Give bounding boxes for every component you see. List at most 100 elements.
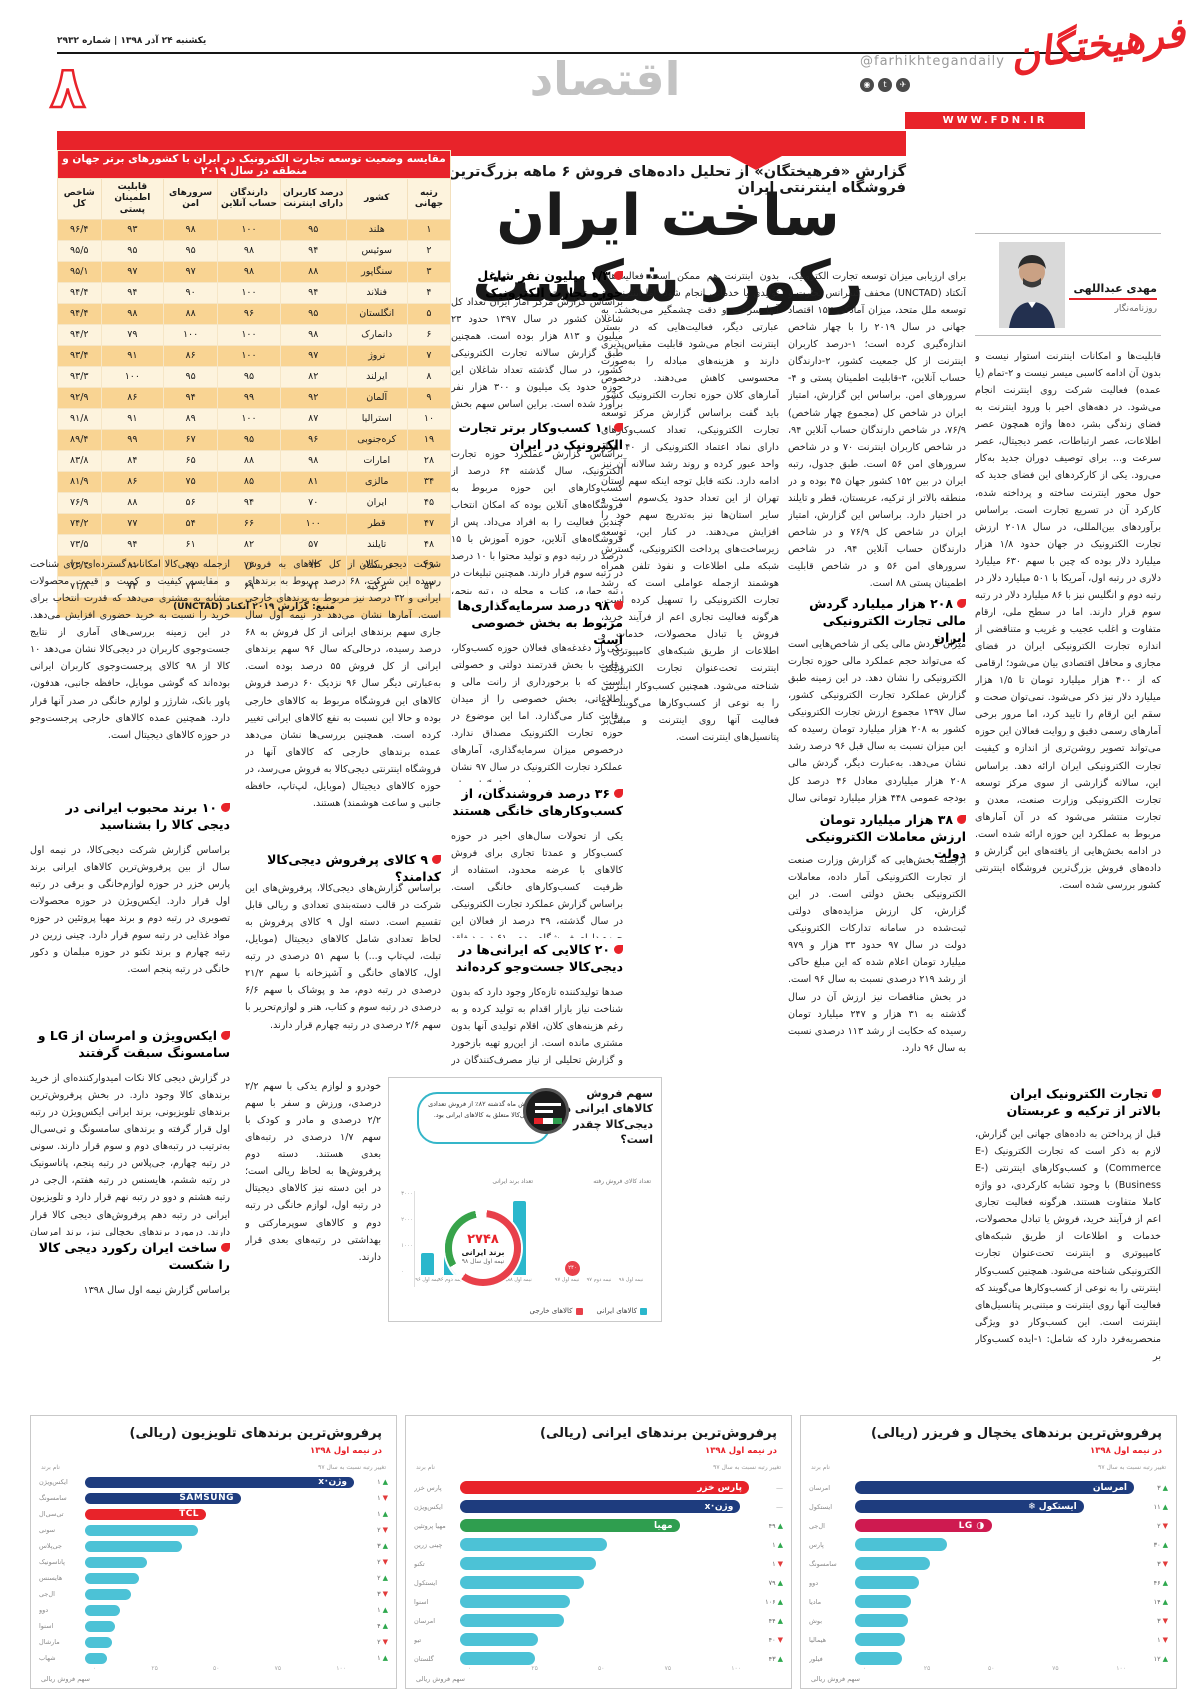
rank-change-icon <box>383 1606 388 1614</box>
tv-bar-row: ال‌جی ۳ <box>39 1586 388 1602</box>
table-title: مقایسه وضعیت توسعه تجارت الکترونیک در ای… <box>57 150 451 179</box>
tv-bar-row: مارشال ۲ <box>39 1634 388 1650</box>
subhead-10-business: ۱۰ کسب‌وکار برتر تجارت الکترونیک در ایرا… <box>458 420 623 452</box>
rank-change-icon <box>1163 1560 1168 1568</box>
subhead-10-brand: ۱۰ برند محبوب ایرانی در دیجی کالا را بشن… <box>65 800 230 832</box>
rank-change-icon <box>1163 1655 1168 1663</box>
brand-donut: ۲۷۴۸ برند ایرانی نیمه اول سال ۹۸ <box>445 1210 521 1286</box>
red-bullet-icon <box>221 803 230 812</box>
table-row: ۱۰ استرالیا ۸۷ ۱۰۰ ۸۹ ۹۱ ۹۱/۸ <box>57 407 452 430</box>
red-bullet-icon <box>614 423 623 432</box>
table-row: ۵ انگلستان ۹۵ ۹۶ ۸۸ ۹۸ ۹۴/۴ <box>57 302 452 325</box>
brand-logo-chip: امرسان <box>1092 1482 1127 1493</box>
table-row: ۱ هلند ۹۵ ۱۰۰ ۹۸ ۹۳ ۹۶/۴ <box>57 218 452 241</box>
red-bullet-icon <box>957 815 966 824</box>
rank-change-icon <box>1163 1598 1168 1606</box>
article-col-d-body4: یکی از تحولات سال‌های اخیر در حوزه کسب‌و… <box>451 831 623 938</box>
subhead-20-kala: ۲۰ کالایی که ایرانی‌ها در دیجی‌کالا جست‌… <box>455 942 623 974</box>
kicker-notch <box>730 156 782 170</box>
table-row: ۲۸ امارات ۹۸ ۸۸ ۶۵ ۸۴ ۸۳/۸ <box>57 449 452 472</box>
brand-count-axis-label: تعداد برند ایرانی <box>492 1178 533 1185</box>
telegram-icon: ✈ <box>896 78 910 92</box>
rank-change-icon <box>776 1503 783 1511</box>
table-row: ۶ دانمارک ۹۸ ۱۰۰ ۱۰۰ ۷۹ ۹۴/۲ <box>57 323 452 346</box>
subhead-sakht-iran-record: ساخت ایران رکورد دیجی کالا را شکست <box>38 1240 230 1272</box>
count-badge: ۲۴۰ <box>565 1261 580 1276</box>
sakht-iran-seal-icon <box>523 1088 569 1134</box>
article-col-d-body2: براساس گزارش عملکرد حوزه تجارت الکترونیک… <box>451 449 623 594</box>
tv-bar-row: جی‌پلاس ۳ <box>39 1538 388 1554</box>
article-col-a-body1: قابلیت‌ها و امکانات اینترنت استوار نیست … <box>975 351 1161 891</box>
tv-bar-row: هایسنس ۲ <box>39 1570 388 1586</box>
iranian-bar-row: پارس خزر پارس خزر <box>414 1478 783 1497</box>
page-number: ۸ <box>49 53 87 121</box>
table-row: ۴ فنلاند ۹۴ ۱۰۰ ۹۰ ۹۴ ۹۴/۴ <box>57 281 452 304</box>
rank-change-icon <box>383 1638 388 1646</box>
article-col-d-body5: صدها تولیدکننده تازه‌کار وجود دارد که بد… <box>451 987 623 1067</box>
iranian-bar-row: گلستان ۴۳ <box>414 1649 783 1668</box>
rank-change-icon <box>778 1522 783 1530</box>
subhead-13-million: ۱/۳ میلیون نفر شاغل حوزه تجارت الکترونیک <box>477 268 623 300</box>
table-row: ۸ ایرلند ۸۲ ۹۵ ۹۵ ۱۰۰ ۹۳/۳ <box>57 365 452 388</box>
brand-logo-chip: x·وژن <box>318 1477 347 1487</box>
rank-change-icon <box>383 1494 388 1502</box>
fridge-bar-row: ایستکول ❄ ایستکول ۱۱ <box>809 1497 1168 1516</box>
table-row: ۲ سوئیس ۹۴ ۹۸ ۹۵ ۹۵ ۹۵/۵ <box>57 239 452 262</box>
tv-bar-row: اسنوا ۴ <box>39 1618 388 1634</box>
article-col-c-body: بدون اینترنت هم ممکن است فعالیت‌های تولی… <box>601 271 779 743</box>
table-source: منبع: گزارش ۲۰۱۹ آنکتاد (UNCTAD) <box>57 596 451 618</box>
ecommerce-comparison-table: مقایسه وضعیت توسعه تجارت الکترونیک در ای… <box>57 150 452 618</box>
donut-label: برند ایرانی <box>461 1247 505 1257</box>
article-col-e-body3: خودرو و لوازم یدکی با سهم ۲/۲ درصدی، ورز… <box>245 1081 381 1263</box>
article-col-f-body3: در گزارش دیجی کالا نکات امیدوارکننده‌ای … <box>30 1073 230 1236</box>
rank-change-icon <box>1163 1617 1168 1625</box>
article-col-f-body4: براساس گزارش نیمه اول سال ۱۳۹۸ <box>83 1285 230 1296</box>
iranian-bar-row: مهیا پروتئین مهیا ۴۹ <box>414 1516 783 1535</box>
instagram-icon: ◉ <box>860 78 874 92</box>
author-role: روزنامه‌نگار <box>1114 304 1158 314</box>
iranian-bar-row: اسنوا ۱۰۶ <box>414 1592 783 1611</box>
tv-brands-chart: پرفروش‌ترین برندهای تلویزیون (ریالی) در … <box>30 1415 397 1689</box>
fridge-bar-row: امرسان امرسان ۳ <box>809 1478 1168 1497</box>
red-bullet-icon <box>614 945 623 954</box>
fridge-bar-row: مادیا ۱۴ <box>809 1592 1168 1611</box>
iranian-chart-subtitle: در نیمه اول ۱۳۹۸ <box>705 1446 777 1456</box>
article-col-e-body1: شرکت دیجی کالا، از کل کالاهای به فروش رس… <box>245 559 441 809</box>
fridge-bar-row: بوش ۳ <box>809 1611 1168 1630</box>
iranian-bar-row: ایکس‌ویژن x·وژن <box>414 1497 783 1516</box>
table-row: ۳۴ مالزی ۸۱ ۸۵ ۷۵ ۸۶ ۸۱/۹ <box>57 470 452 493</box>
kicker: گزارش «فرهیختگان» از تحلیل داده‌های فروش… <box>447 164 906 196</box>
rank-change-icon <box>1163 1579 1168 1587</box>
brand-logo-chip: x·وژن <box>704 1501 734 1512</box>
table-row: ۳ سنگاپور ۸۸ ۹۸ ۹۷ ۹۷ ۹۵/۱ <box>57 260 452 283</box>
tv-bar-row: سونی ۲ <box>39 1522 388 1538</box>
brand-logo-chip: پارس خزر <box>697 1482 742 1493</box>
social-icons: ◉ t ✈ <box>860 78 910 92</box>
donut-sublabel: نیمه اول سال ۹۸ <box>461 1257 505 1265</box>
fridge-chart-title: پرفروش‌ترین برندهای یخچال و فریزر (ریالی… <box>870 1426 1162 1441</box>
iranian-chart-title: پرفروش‌ترین برندهای ایرانی (ریالی) <box>540 1426 777 1441</box>
red-bullet-icon <box>432 855 441 864</box>
author-box: مهدی عبداللهی روزنامه‌نگار <box>975 233 1161 336</box>
rank-change-icon <box>1163 1636 1168 1644</box>
items-sold-panel: تعداد کالای فروش رفته ۲۴۰ نیمه اول ۹۷ نی… <box>554 1178 651 1283</box>
rank-change-icon <box>1163 1484 1168 1492</box>
tv-bar-row: ایکس‌ویژن x·وژن ۱ <box>39 1474 388 1490</box>
items-sold-axis-label: تعداد کالای فروش رفته <box>593 1178 651 1185</box>
table-row: ۴۷ قطر ۱۰۰ ۶۶ ۵۴ ۷۷ ۷۴/۲ <box>57 512 452 535</box>
rank-change-icon <box>383 1510 388 1518</box>
rank-change-icon <box>1163 1503 1168 1511</box>
subhead-98-percent: ۹۸ درصد سرمایه‌گذاری‌ها مربوط به بخش خصو… <box>457 598 623 647</box>
red-bullet-icon <box>221 1243 230 1252</box>
subhead-36-percent: ۳۶ درصد فروشندگان، از کسب‌وکارهای خانگی … <box>452 786 623 818</box>
brand-logo-chip: LG ◑ <box>958 1520 985 1531</box>
red-bullet-icon <box>614 271 623 280</box>
iranian-brands-chart: پرفروش‌ترین برندهای ایرانی (ریالی) در نی… <box>405 1415 792 1689</box>
brand-logo-chip: مهیا <box>654 1520 673 1531</box>
brand-logo-chip: SAMSUNG <box>179 1493 235 1503</box>
article-col-a-body2: قبل از پرداختن به داده‌های جهانی این گزا… <box>975 1129 1161 1362</box>
newspaper-logo: فرهیختگان <box>1007 8 1188 80</box>
red-bullet-icon <box>1152 1089 1161 1098</box>
tv-chart-subtitle: در نیمه اول ۱۳۹۸ <box>310 1446 382 1456</box>
